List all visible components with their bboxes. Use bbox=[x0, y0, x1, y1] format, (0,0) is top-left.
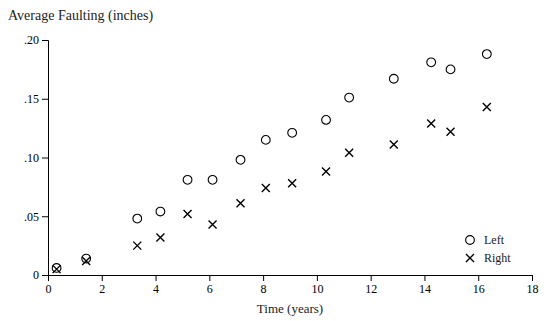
point bbox=[389, 74, 398, 83]
point bbox=[427, 119, 435, 127]
tick-mark bbox=[102, 275, 103, 281]
point bbox=[133, 214, 142, 223]
point bbox=[390, 141, 398, 149]
point bbox=[208, 175, 217, 184]
point bbox=[156, 233, 164, 241]
title: Average Faulting (inches) bbox=[8, 8, 153, 24]
tick: .05 bbox=[24, 210, 48, 224]
tick: 0 bbox=[33, 268, 48, 282]
tick-label: .05 bbox=[24, 210, 39, 224]
legend-item: Right bbox=[466, 251, 511, 265]
tick-label: 10 bbox=[311, 282, 323, 296]
point bbox=[261, 136, 270, 145]
tick-mark bbox=[42, 216, 48, 217]
tick-label: 0 bbox=[33, 268, 39, 282]
tick-mark bbox=[42, 99, 48, 100]
tick: 16 bbox=[473, 275, 485, 296]
point bbox=[322, 116, 331, 125]
tick-label: .20 bbox=[24, 33, 39, 47]
legend-label: Left bbox=[484, 233, 505, 247]
tick-mark bbox=[532, 275, 533, 281]
point bbox=[133, 242, 141, 250]
tick: .15 bbox=[24, 92, 48, 106]
point bbox=[483, 103, 491, 111]
x-axis: 0 2 4 6 8 10 12 14 16 18 bbox=[46, 275, 539, 296]
point bbox=[262, 184, 270, 192]
tick-mark bbox=[317, 275, 318, 281]
tick: 12 bbox=[365, 275, 377, 296]
point bbox=[288, 128, 297, 137]
tick-mark bbox=[263, 275, 264, 281]
point bbox=[236, 155, 245, 164]
x-axis-label: Time (years) bbox=[257, 301, 323, 316]
tick-label: 4 bbox=[153, 282, 159, 296]
series bbox=[53, 103, 491, 273]
marks bbox=[52, 50, 491, 273]
legend: Left Right bbox=[466, 233, 512, 265]
legend-marker bbox=[466, 236, 475, 245]
tick: 4 bbox=[153, 275, 159, 296]
tick: 6 bbox=[207, 275, 213, 296]
tick-mark bbox=[42, 40, 48, 41]
tick-label: 0 bbox=[46, 282, 52, 296]
tick-label: 8 bbox=[261, 282, 267, 296]
tick-label: 2 bbox=[99, 282, 105, 296]
tick-mark bbox=[42, 275, 48, 276]
point bbox=[482, 50, 491, 59]
tick-mark bbox=[42, 158, 48, 159]
legend-item: Left bbox=[466, 233, 505, 247]
axis-line bbox=[49, 276, 533, 282]
point bbox=[345, 93, 354, 102]
tick: 0 bbox=[46, 275, 52, 296]
tick: 2 bbox=[99, 275, 105, 296]
tick-label: .10 bbox=[24, 151, 39, 165]
tick: 18 bbox=[527, 275, 539, 296]
y-axis: 0 .05 .10 .15 .20 bbox=[24, 33, 49, 282]
point bbox=[288, 179, 296, 187]
tick-mark bbox=[424, 275, 425, 281]
tick: 10 bbox=[311, 275, 323, 296]
tick: 8 bbox=[261, 275, 267, 296]
tick-label: 12 bbox=[365, 282, 377, 296]
tick: .20 bbox=[24, 33, 48, 47]
tick-mark bbox=[478, 275, 479, 281]
point bbox=[237, 199, 245, 207]
point bbox=[156, 207, 165, 216]
point bbox=[183, 175, 192, 184]
tick-mark bbox=[371, 275, 372, 281]
series bbox=[52, 50, 491, 273]
legend-label: Right bbox=[484, 251, 511, 265]
point bbox=[209, 220, 217, 228]
tick-label: 18 bbox=[527, 282, 539, 296]
tick-label: 6 bbox=[207, 282, 213, 296]
tick: .10 bbox=[24, 151, 48, 165]
tick-mark bbox=[209, 275, 210, 281]
point bbox=[184, 210, 192, 218]
tick-label: .15 bbox=[24, 92, 39, 106]
point bbox=[53, 265, 61, 273]
point bbox=[82, 257, 90, 265]
point bbox=[322, 168, 330, 176]
point bbox=[447, 128, 455, 136]
point bbox=[427, 58, 436, 67]
point bbox=[446, 65, 455, 74]
point bbox=[52, 264, 61, 273]
point bbox=[345, 149, 353, 157]
legend-marker bbox=[466, 254, 474, 262]
plot: 0 2 4 6 8 10 12 14 16 18 0 .05 .10 .15 .20 Left Right bbox=[24, 33, 539, 295]
tick: 14 bbox=[419, 275, 431, 296]
chart: Average Faulting (inches) 0 2 4 6 8 10 12 14 16 18… bbox=[0, 0, 552, 321]
tick-mark bbox=[156, 275, 157, 281]
axis-line bbox=[42, 41, 49, 276]
tick-label: 16 bbox=[473, 282, 485, 296]
tick-label: 14 bbox=[419, 282, 431, 296]
